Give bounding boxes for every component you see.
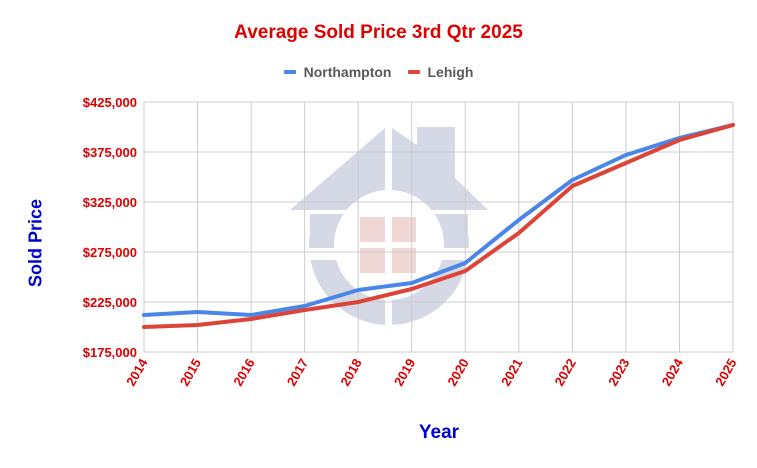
house-watermark-icon [280, 120, 488, 330]
x-tick-label: 2024 [659, 355, 687, 388]
y-tick-label: $425,000 [83, 95, 137, 110]
chart-title: Average Sold Price 3rd Qtr 2025 [234, 22, 523, 43]
legend-swatch-northampton-icon [283, 70, 296, 74]
x-tick-label: 2020 [444, 356, 471, 389]
series-lines [142, 123, 735, 329]
legend-label-lehigh: Lehigh [427, 64, 474, 80]
x-tick-label: 2017 [284, 356, 311, 389]
legend-label-northampton: Northampton [303, 64, 392, 80]
x-tick-label: 2021 [498, 356, 525, 389]
x-tick-label: 2023 [605, 356, 632, 389]
legend-item-northampton[interactable]: Northampton [283, 64, 392, 80]
x-tick-label: 2019 [391, 356, 418, 389]
y-tick-label: $275,000 [83, 245, 137, 260]
chart-legend: Northampton Lehigh [0, 62, 757, 82]
x-tick-label: 2014 [123, 355, 151, 388]
series-line-northampton[interactable] [142, 123, 735, 317]
x-tick-label: 2018 [337, 356, 364, 389]
x-axis-ticks: 2014 2015 2016 2017 2018 2019 2020 2021 2022 2023… [123, 355, 739, 388]
x-tick-label: 2016 [230, 356, 257, 389]
series-line-lehigh[interactable] [142, 123, 735, 329]
x-tick-label: 2015 [177, 356, 204, 389]
y-tick-label: $175,000 [83, 345, 137, 360]
gridlines [143, 101, 734, 353]
x-axis-title: Year [418, 422, 460, 443]
x-tick-label: 2025 [712, 356, 739, 389]
legend-swatch-lehigh-icon [407, 70, 420, 74]
y-tick-label: $225,000 [83, 295, 137, 310]
y-axis-ticks: $175,000 $225,000 $275,000 $325,000 $375,000… [83, 95, 137, 360]
y-tick-label: $375,000 [83, 145, 137, 160]
legend-item-lehigh[interactable]: Lehigh [407, 64, 474, 80]
x-tick-label: 2022 [552, 356, 579, 389]
y-tick-label: $325,000 [83, 195, 137, 210]
